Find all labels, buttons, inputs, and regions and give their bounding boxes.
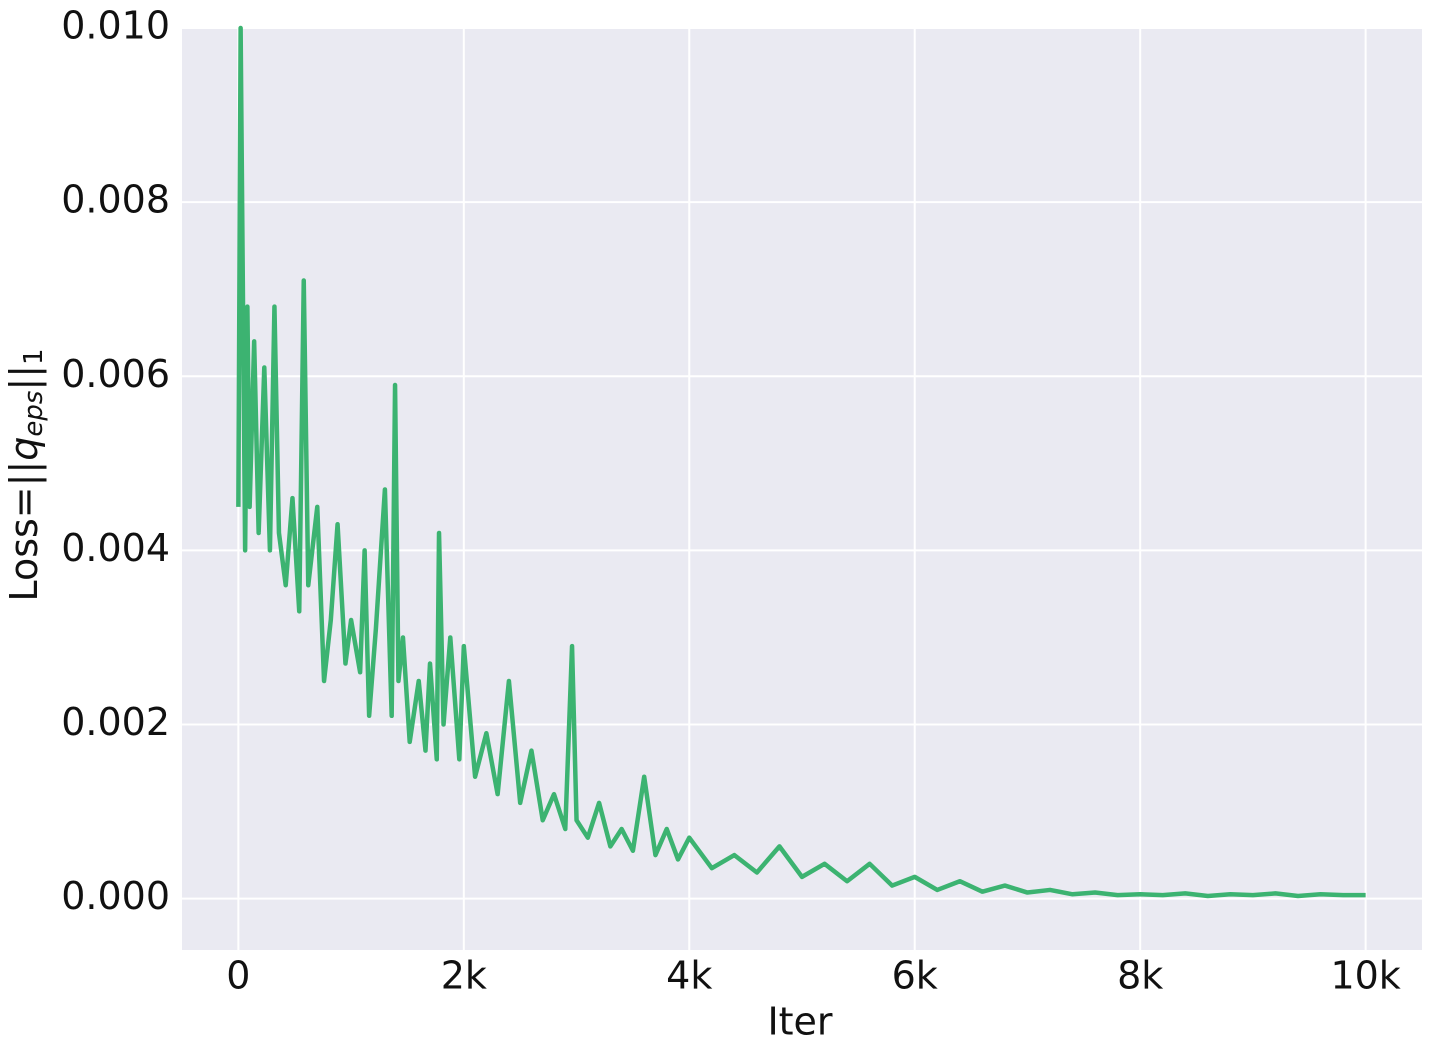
- y-tick-label: 0.010: [61, 4, 170, 48]
- x-tick-label: 8k: [1117, 954, 1163, 998]
- x-tick-label: 6k: [892, 954, 938, 998]
- y-tick-label: 0.006: [61, 352, 170, 396]
- plot-area: [182, 28, 1422, 950]
- y-tick-label: 0.004: [61, 526, 170, 570]
- y-tick-label: 0.002: [61, 700, 170, 744]
- y-tick-label: 0.000: [61, 874, 170, 918]
- x-tick-label: 10k: [1330, 954, 1400, 998]
- y-label-part: Loss=||: [2, 461, 47, 602]
- data-line: [236, 25, 1366, 899]
- y-label-part: 1: [19, 348, 49, 365]
- x-axis-label: Iter: [767, 1000, 832, 1044]
- y-axis-label: Loss=||qeps||1: [2, 348, 49, 601]
- x-tick-label: 0: [226, 954, 250, 998]
- y-label-part: eps: [19, 391, 49, 437]
- y-tick-label: 0.008: [61, 178, 170, 222]
- y-label-part: ||: [2, 365, 47, 391]
- x-tick-label: 2k: [441, 954, 487, 998]
- y-label-part: q: [2, 437, 46, 461]
- x-tick-label: 4k: [666, 954, 712, 998]
